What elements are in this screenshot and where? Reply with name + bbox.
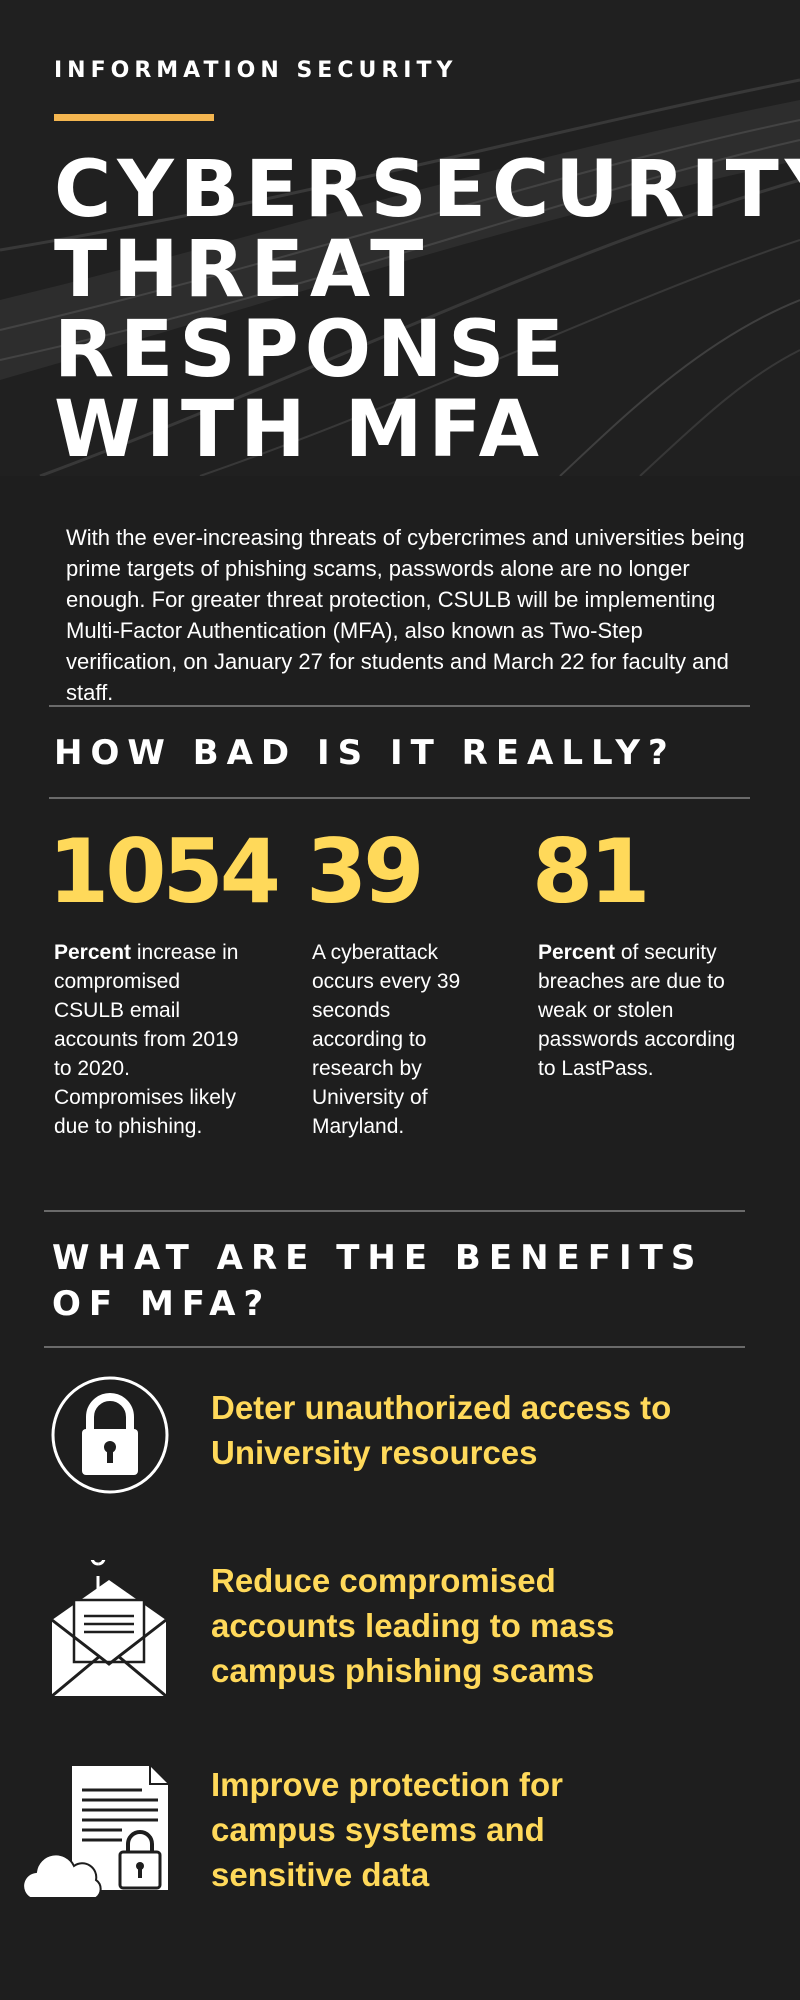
- title-line: RESPONSE: [54, 305, 570, 395]
- stat-text: A cyberattack occurs every 39 seconds ac…: [312, 941, 461, 1138]
- padlock-icon: [51, 1376, 169, 1494]
- stat-text: increase in compromised CSULB email acco…: [54, 941, 239, 1138]
- stat-number: 81: [532, 820, 650, 923]
- highway-background-image: [0, 0, 800, 476]
- section-eyebrow: INFORMATION SECURITY: [54, 58, 458, 83]
- secure-document-cloud-icon: [22, 1766, 168, 1899]
- stat-description: Percent of security breaches are due to …: [538, 938, 748, 1083]
- stat-description: Percent increase in compromised CSULB em…: [54, 938, 254, 1141]
- stat-text: of security breaches are due to weak or …: [538, 941, 736, 1080]
- stat-number: 1054: [48, 820, 281, 923]
- stat-description: A cyberattack occurs every 39 seconds ac…: [312, 938, 472, 1141]
- stat-bold-label: Percent: [538, 941, 616, 964]
- divider: [49, 705, 750, 707]
- phishing-envelope-icon: [51, 1560, 167, 1698]
- page-title: CYBERSECURITY THREAT RESPONSE WITH MFA: [54, 145, 800, 475]
- benefit-text: Reduce compromised accounts leading to m…: [211, 1562, 615, 1689]
- divider: [44, 1210, 745, 1212]
- hero-banner: INFORMATION SECURITY CYBERSECURITY THREA…: [0, 0, 800, 476]
- title-line: CYBERSECURITY: [54, 145, 800, 235]
- intro-paragraph: With the ever-increasing threats of cybe…: [66, 525, 745, 705]
- stat-number: 39: [306, 820, 424, 923]
- divider: [44, 1346, 745, 1348]
- divider: [49, 797, 750, 799]
- benefits-heading: WHAT ARE THE BENEFITS OF MFA?: [52, 1238, 704, 1324]
- stats-heading: HOW BAD IS IT REALLY?: [54, 733, 676, 773]
- benefit-text: Deter unauthorized access to University …: [211, 1389, 672, 1471]
- benefit-text: Improve protection for campus systems an…: [211, 1766, 564, 1893]
- title-line: WITH MFA: [54, 385, 546, 475]
- accent-bar: [54, 114, 214, 121]
- stat-bold-label: Percent: [54, 941, 132, 964]
- title-line: THREAT: [54, 225, 430, 315]
